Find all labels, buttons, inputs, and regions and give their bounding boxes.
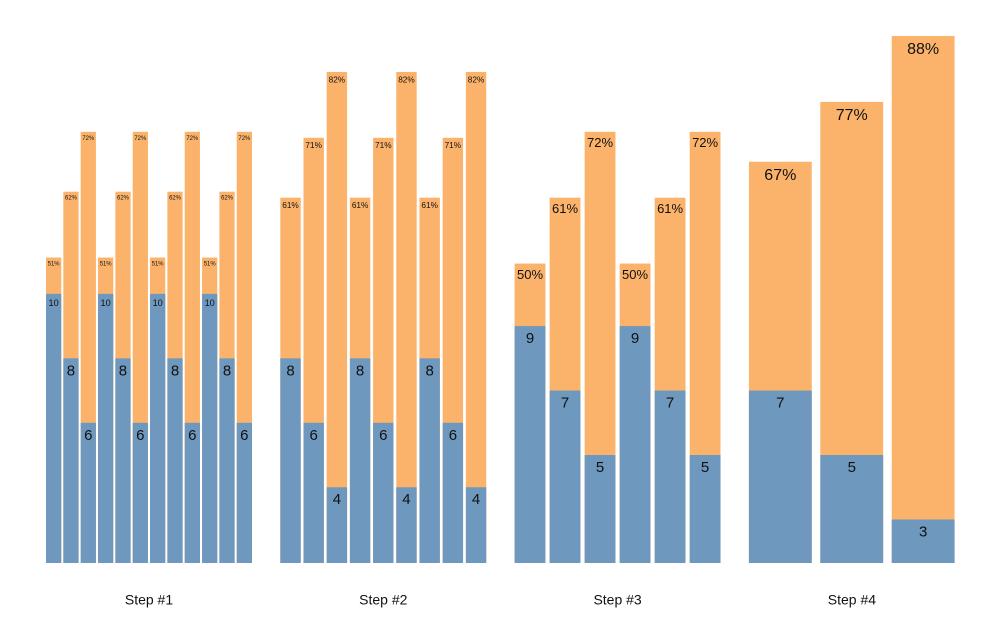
bar: [115, 358, 131, 563]
bar: [465, 487, 487, 563]
x-tick-label: Step #3: [593, 592, 641, 608]
value-label: 10: [101, 298, 111, 308]
bar: [219, 358, 235, 563]
value-label: 72%: [82, 136, 95, 142]
bar: [442, 422, 464, 563]
value-label: 6: [310, 427, 318, 444]
value-label: 50%: [622, 267, 648, 282]
value-label: 6: [84, 427, 92, 444]
bar: [349, 358, 371, 563]
value-label: 71%: [305, 141, 322, 150]
bar: [202, 293, 218, 563]
value-label: 4: [472, 491, 480, 508]
value-label: 6: [449, 427, 457, 444]
bar: [236, 422, 252, 563]
bar: [689, 455, 721, 563]
bar: [619, 326, 651, 563]
bar: [820, 455, 884, 563]
bar: [891, 36, 955, 563]
bar: [80, 422, 96, 563]
value-label: 8: [119, 362, 127, 379]
value-label: 7: [776, 395, 784, 412]
value-label: 61%: [552, 201, 578, 216]
value-label: 8: [356, 362, 364, 379]
bar: [184, 422, 200, 563]
bar: [419, 358, 440, 563]
bar: [748, 390, 812, 563]
bar: [303, 422, 324, 563]
value-label: 61%: [657, 201, 683, 216]
value-label: 10: [205, 298, 215, 308]
bar: [891, 519, 955, 563]
value-label: 71%: [375, 141, 392, 150]
value-label: 61%: [421, 201, 438, 210]
value-label: 4: [333, 491, 341, 508]
value-label: 51%: [152, 262, 165, 268]
value-label: 9: [631, 330, 639, 347]
value-label: 72%: [238, 136, 251, 142]
bar: [167, 358, 183, 563]
value-label: 51%: [100, 262, 113, 268]
x-tick-label: Step #2: [359, 592, 407, 608]
value-label: 10: [49, 298, 59, 308]
value-label: 62%: [169, 196, 182, 202]
bar: [150, 293, 166, 563]
value-label: 8: [67, 362, 75, 379]
value-label: 71%: [445, 141, 462, 150]
value-label: 82%: [468, 75, 485, 84]
value-label: 77%: [836, 107, 868, 124]
value-label: 6: [379, 427, 387, 444]
value-label: 61%: [352, 201, 369, 210]
value-label: 72%: [587, 135, 613, 150]
value-label: 6: [136, 427, 144, 444]
bar: [654, 390, 686, 563]
value-label: 7: [561, 395, 569, 412]
value-label: 82%: [329, 75, 346, 84]
value-label: 72%: [134, 136, 147, 142]
value-label: 8: [286, 362, 294, 379]
bar: [63, 358, 79, 563]
value-label: 50%: [517, 267, 543, 282]
value-label: 62%: [65, 196, 78, 202]
bar: [373, 422, 394, 563]
bar: [98, 293, 114, 563]
bar: [549, 390, 581, 563]
bar: [46, 293, 62, 563]
value-label: 6: [240, 427, 248, 444]
value-label: 51%: [48, 262, 61, 268]
value-label: 82%: [398, 75, 415, 84]
bar: [465, 71, 487, 563]
value-label: 3: [919, 523, 927, 540]
bar: [280, 358, 301, 563]
value-label: 72%: [692, 135, 718, 150]
value-label: 62%: [117, 196, 130, 202]
x-tick-label: Step #4: [828, 592, 876, 608]
bar: [326, 487, 348, 563]
value-label: 72%: [186, 136, 199, 142]
value-label: 10: [153, 298, 163, 308]
bar: [584, 455, 616, 563]
value-label: 7: [666, 395, 674, 412]
bar: [396, 487, 417, 563]
value-label: 5: [701, 459, 709, 476]
value-label: 5: [848, 459, 856, 476]
bar: [396, 71, 417, 563]
value-label: 61%: [282, 201, 299, 210]
value-label: 88%: [907, 41, 939, 58]
value-label: 4: [402, 491, 410, 508]
value-label: 8: [171, 362, 179, 379]
value-label: 51%: [204, 262, 217, 268]
bar: [326, 71, 348, 563]
bar: [514, 326, 546, 563]
bar: [132, 422, 148, 563]
value-label: 62%: [221, 196, 234, 202]
value-label: 9: [526, 330, 534, 347]
value-label: 67%: [764, 167, 796, 184]
value-label: 8: [425, 362, 433, 379]
value-label: 8: [223, 362, 231, 379]
value-label: 6: [188, 427, 196, 444]
x-tick-label: Step #1: [125, 592, 173, 608]
value-label: 5: [596, 459, 604, 476]
